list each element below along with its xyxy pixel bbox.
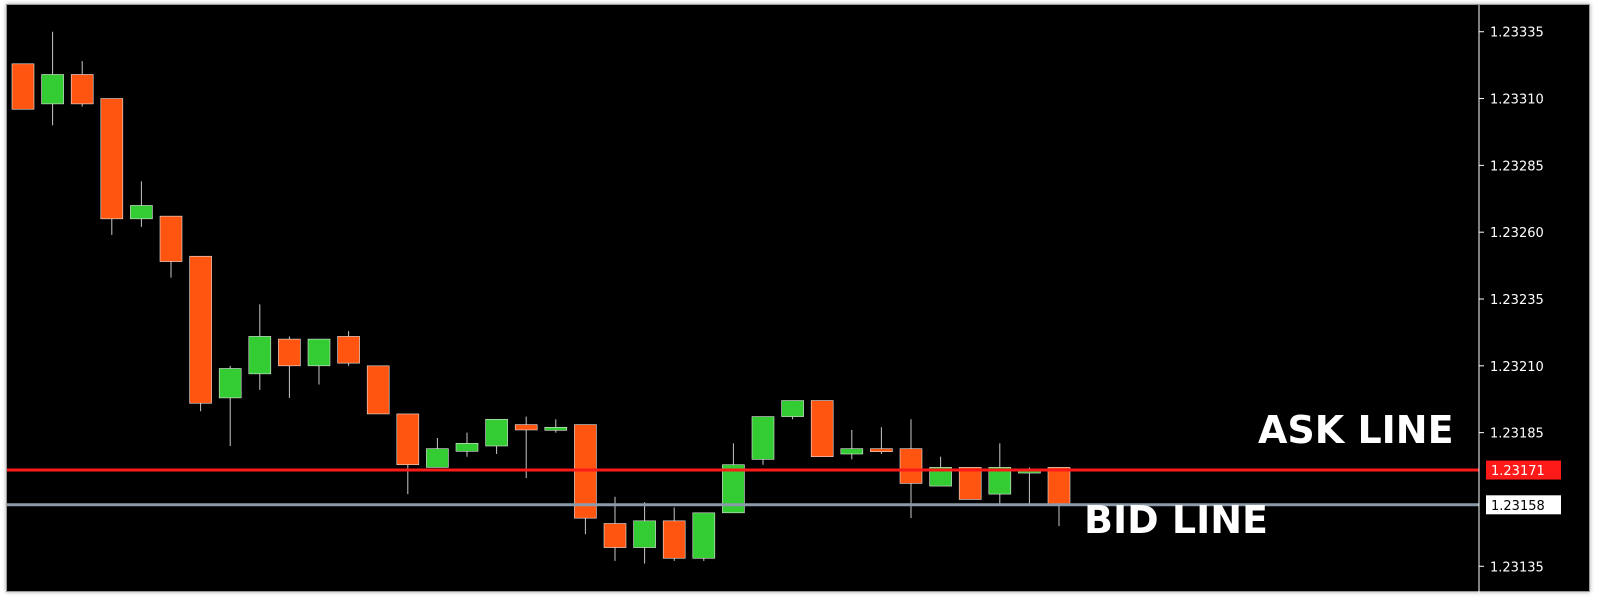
candle [751, 416, 775, 465]
candle-body-bearish [337, 336, 360, 364]
candle-body-bearish [100, 98, 124, 220]
candle [189, 255, 212, 412]
price-tick-label: 1.23260 [1490, 226, 1544, 241]
candle-body-bearish [870, 448, 893, 452]
ask-price-label: 1.23171 [1491, 464, 1545, 479]
candle-body-bearish [366, 365, 390, 415]
candle-body-bullish [929, 467, 952, 487]
candle [574, 424, 597, 535]
candle [988, 443, 1012, 505]
candle [278, 336, 301, 398]
candle [130, 181, 153, 227]
candlestick-chart[interactable]: 1.23335 1.23310 1.23285 1.23260 1.23235 1.232… [7, 5, 1591, 593]
candle [870, 427, 893, 455]
candle-body-bullish [692, 512, 716, 559]
ask-price-badge: 1.23171 [1486, 460, 1561, 480]
candle [366, 365, 390, 415]
candle-body-bullish [751, 416, 775, 460]
candle-body-bullish [218, 368, 242, 399]
candle [218, 365, 242, 446]
candle-body-bearish [899, 448, 923, 484]
candles-layer [11, 31, 1071, 564]
candle-body-bullish [722, 464, 745, 514]
price-tick-label: 1.23135 [1490, 560, 1544, 575]
bid-price-badge: 1.23158 [1486, 495, 1561, 515]
candle [1047, 467, 1071, 527]
candle-body-bullish [544, 426, 568, 431]
candle-body-bullish [781, 400, 804, 417]
ask-line-annotation: ASK LINE [1258, 408, 1454, 452]
candle [70, 61, 94, 107]
candle-body-bullish [988, 467, 1012, 495]
price-lines-layer [7, 468, 1479, 507]
candle [248, 304, 272, 390]
price-tick-label: 1.23285 [1490, 159, 1544, 174]
candle [958, 467, 982, 500]
candle-body-bullish [455, 443, 479, 452]
candle [100, 98, 124, 235]
candle [159, 215, 183, 278]
candle-body-bearish [189, 255, 212, 404]
candle-body-bearish [396, 413, 420, 466]
candle [514, 416, 538, 479]
price-tick-label: 1.23185 [1490, 427, 1544, 442]
candle-body-bullish [307, 338, 331, 367]
candle-body-bearish [810, 400, 834, 457]
candle-body-bearish [159, 215, 183, 262]
candle [810, 400, 834, 457]
price-axis: 1.23335 1.23310 1.23285 1.23260 1.23235 1.232… [1479, 26, 1544, 575]
candle [781, 400, 804, 420]
candle-body-bullish [633, 520, 656, 548]
candle [485, 418, 508, 455]
candle [337, 331, 360, 366]
candle-body-bullish [248, 336, 272, 375]
candle-body-bearish [958, 467, 982, 500]
price-tick-label: 1.23310 [1490, 93, 1544, 108]
candle [722, 443, 745, 514]
candle [11, 63, 35, 110]
candle-body-bearish [278, 338, 301, 367]
candle [455, 432, 479, 457]
candle [633, 502, 656, 564]
candle-body-bullish [41, 74, 64, 105]
candle-body-bullish [840, 448, 864, 455]
candle [307, 338, 331, 385]
candle [1018, 467, 1041, 505]
candle-body-bearish [70, 74, 94, 105]
candle [692, 512, 716, 561]
candle [426, 437, 449, 468]
candle [396, 413, 420, 495]
bid-line-annotation: BID LINE [1084, 498, 1268, 542]
candle-body-bullish [426, 448, 449, 468]
price-tick-label: 1.23335 [1490, 26, 1544, 41]
candle [840, 429, 864, 460]
candle [603, 496, 627, 561]
bid-price-label: 1.23158 [1491, 499, 1545, 514]
price-tick-label: 1.23210 [1490, 360, 1544, 375]
candle-body-bullish [130, 205, 153, 220]
chart-window: 1.23335 1.23310 1.23285 1.23260 1.23235 1.232… [6, 4, 1591, 593]
candle-body-bearish [1047, 467, 1071, 506]
price-tick-label: 1.23235 [1490, 293, 1544, 308]
candle-body-bearish [514, 424, 538, 431]
candle-body-bearish [603, 523, 627, 548]
candle [544, 419, 568, 433]
candle [662, 507, 686, 561]
candle-body-bearish [11, 63, 35, 110]
candle-body-bullish [485, 418, 508, 447]
candle-body-bearish [662, 520, 686, 559]
candle [41, 31, 64, 126]
